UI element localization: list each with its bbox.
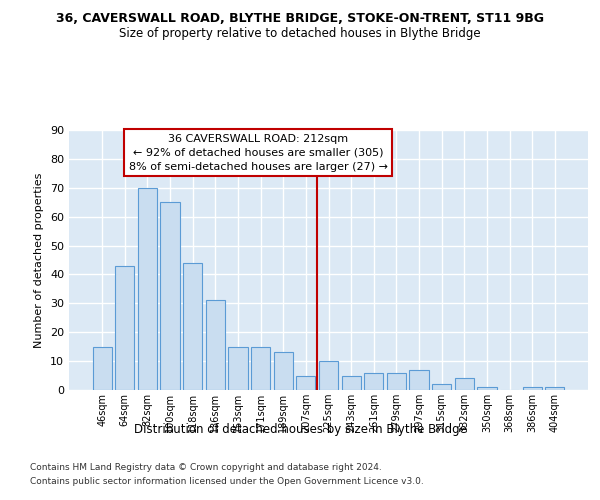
Bar [251,346,270,390]
Bar [523,387,542,390]
Bar [364,372,383,390]
Bar [409,370,428,390]
Bar [455,378,474,390]
Bar [296,376,316,390]
Bar [477,387,497,390]
Text: Contains HM Land Registry data © Crown copyright and database right 2024.: Contains HM Land Registry data © Crown c… [30,462,382,471]
Bar [138,188,157,390]
Bar [160,202,180,390]
Bar [341,376,361,390]
Y-axis label: Number of detached properties: Number of detached properties [34,172,44,348]
Text: 36, CAVERSWALL ROAD, BLYTHE BRIDGE, STOKE-ON-TRENT, ST11 9BG: 36, CAVERSWALL ROAD, BLYTHE BRIDGE, STOK… [56,12,544,26]
Bar [545,387,565,390]
Text: Size of property relative to detached houses in Blythe Bridge: Size of property relative to detached ho… [119,28,481,40]
Bar [115,266,134,390]
Bar [206,300,225,390]
Bar [387,372,406,390]
Text: 36 CAVERSWALL ROAD: 212sqm
← 92% of detached houses are smaller (305)
8% of semi: 36 CAVERSWALL ROAD: 212sqm ← 92% of deta… [129,134,388,172]
Bar [319,361,338,390]
Bar [432,384,451,390]
Bar [229,346,248,390]
Text: Distribution of detached houses by size in Blythe Bridge: Distribution of detached houses by size … [134,422,466,436]
Bar [274,352,293,390]
Bar [92,346,112,390]
Text: Contains public sector information licensed under the Open Government Licence v3: Contains public sector information licen… [30,478,424,486]
Bar [183,263,202,390]
